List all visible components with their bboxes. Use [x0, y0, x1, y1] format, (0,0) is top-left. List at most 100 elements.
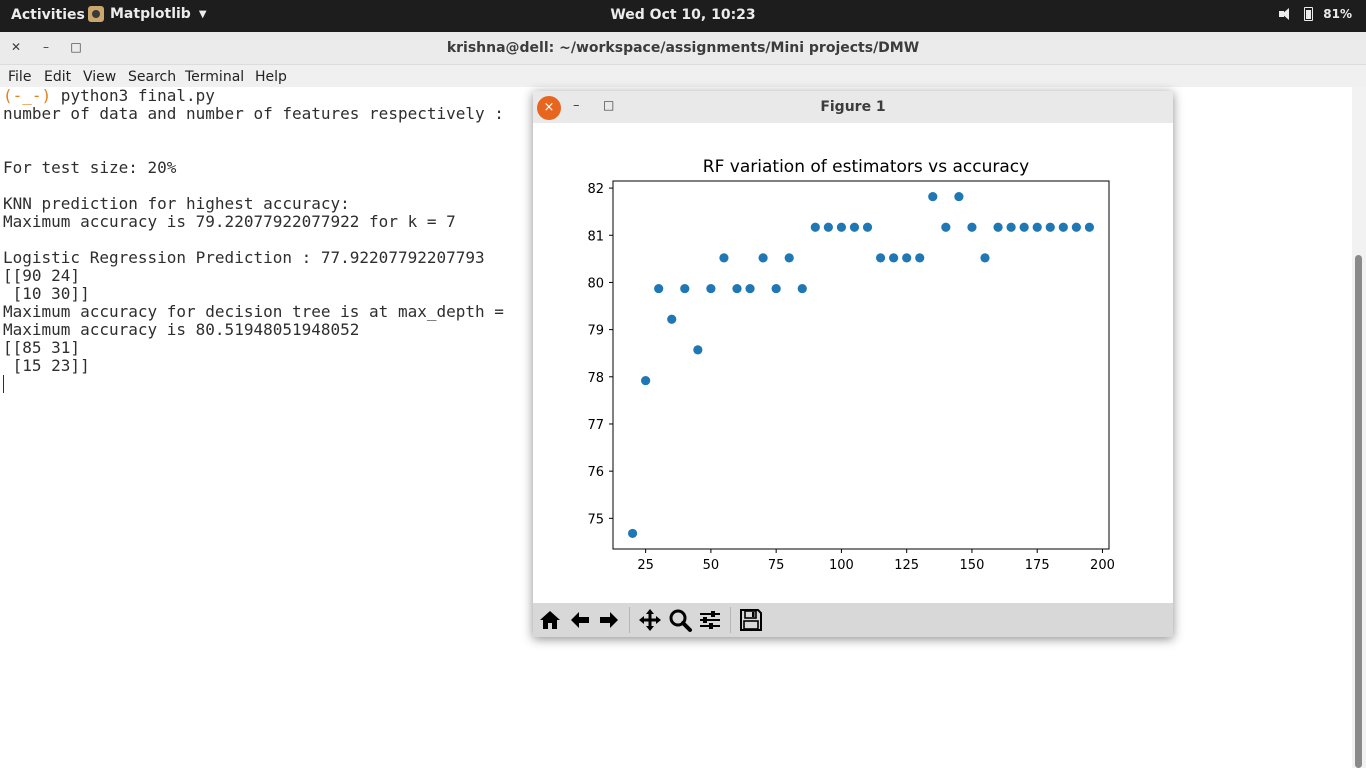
pan-icon[interactable] [637, 607, 663, 633]
data-point [954, 191, 964, 202]
terminal-menubar: File Edit View Search Terminal Help [0, 65, 1366, 87]
top-bar: Activities Matplotlib ▼ Wed Oct 10, 10:2… [0, 0, 1366, 32]
shell-prompt: (-_-) [3, 86, 52, 105]
battery-percentage: 81% [1323, 7, 1352, 21]
output-line: [[90 24] [3, 266, 81, 285]
x-tick-label: 200 [1090, 558, 1115, 573]
terminal-title: krishna@dell: ~/workspace/assignments/Mi… [446, 40, 920, 56]
data-point [1045, 222, 1055, 232]
terminal-text: (-_-) python3 final.py number of data an… [3, 87, 504, 393]
forward-icon[interactable] [596, 607, 622, 633]
output-line: For test size: 20% [3, 158, 177, 177]
battery-icon [1304, 7, 1314, 21]
terminal-scrollbar[interactable] [1352, 87, 1366, 768]
data-point [810, 222, 820, 232]
data-point [889, 253, 899, 263]
data-point [823, 222, 833, 232]
menu-edit[interactable]: Edit [44, 69, 72, 85]
y-tick-label: 75 [587, 512, 604, 527]
data-point [875, 253, 886, 263]
output-line: Maximum accuracy for decision tree is at… [3, 302, 504, 321]
terminal-minimize-button[interactable]: – [43, 40, 49, 54]
x-tick-label: 50 [703, 558, 720, 573]
data-point [719, 253, 729, 263]
y-tick-label: 78 [587, 371, 604, 386]
output-line: number of data and number of features re… [3, 104, 504, 123]
output-line: KNN prediction for highest accuracy: [3, 194, 350, 213]
y-tick-label: 81 [587, 229, 604, 244]
data-point [1084, 222, 1095, 232]
output-line: Logistic Regression Prediction : 77.9220… [3, 248, 485, 267]
data-point [667, 314, 677, 324]
menu-terminal[interactable]: Terminal [185, 69, 245, 85]
data-point [902, 253, 912, 263]
data-point [967, 222, 977, 232]
data-point [849, 222, 860, 232]
output-line: Maximum accuracy is 80.51948051948052 [3, 320, 360, 339]
save-icon[interactable] [738, 607, 764, 633]
menu-view[interactable]: View [83, 69, 117, 85]
output-line: [15 23]] [3, 356, 90, 375]
data-point [641, 375, 651, 386]
figure-toolbar [533, 603, 1173, 637]
data-point [915, 253, 925, 263]
figure-titlebar[interactable]: × – □ Figure 1 [533, 91, 1173, 124]
menu-search[interactable]: Search [128, 69, 177, 85]
toolbar-separator [730, 607, 731, 633]
home-icon[interactable] [537, 607, 563, 633]
data-point [758, 253, 768, 263]
output-line: [10 30]] [3, 284, 90, 303]
data-point [1019, 222, 1029, 232]
x-tick-label: 25 [637, 558, 654, 573]
scatter-chart: RF variation of estimators vs accuracy 2… [587, 157, 1115, 573]
output-line: [[85 31] [3, 338, 81, 357]
data-point [627, 528, 638, 539]
data-point [941, 222, 951, 232]
data-point [980, 253, 990, 263]
data-point [771, 283, 781, 294]
terminal-maximize-button[interactable]: □ [70, 40, 82, 54]
figure-minimize-button[interactable]: – [573, 98, 580, 113]
data-point [680, 283, 690, 294]
system-tray[interactable]: 81% [1278, 7, 1352, 21]
x-tick-label: 125 [894, 558, 919, 573]
figure-window: × – □ Figure 1 RF variation of estimator… [533, 91, 1173, 637]
data-point [1006, 222, 1016, 232]
app-menu[interactable]: Matplotlib ▼ [88, 6, 207, 22]
terminal-close-button[interactable]: ✕ [10, 40, 22, 54]
data-point [1071, 222, 1081, 232]
y-tick-label: 80 [587, 276, 604, 291]
activities-button[interactable]: Activities [11, 7, 85, 23]
data-point [745, 283, 755, 294]
x-tick-label: 175 [1025, 558, 1050, 573]
y-tick-label: 76 [587, 465, 604, 480]
scrollbar-thumb[interactable] [1355, 255, 1362, 768]
data-point [784, 253, 794, 263]
terminal-titlebar: ✕ – □ krishna@dell: ~/workspace/assignme… [0, 32, 1366, 65]
back-icon[interactable] [567, 607, 593, 633]
x-axis: 25 50 75 100 125 150 175 200 [637, 549, 1115, 573]
y-tick-label: 79 [587, 324, 604, 339]
x-tick-label: 75 [768, 558, 785, 573]
figure-title: Figure 1 [820, 99, 886, 115]
data-points [627, 191, 1095, 539]
volume-muted-icon [1278, 7, 1294, 21]
matplotlib-icon [88, 6, 104, 22]
x-tick-label: 150 [960, 558, 985, 573]
data-point [797, 283, 807, 294]
data-point [1032, 222, 1042, 232]
y-tick-label: 77 [587, 418, 604, 433]
axes-frame [612, 180, 1110, 550]
figure-close-button[interactable]: × [537, 96, 561, 120]
subplots-icon[interactable] [697, 607, 723, 633]
figure-maximize-button[interactable]: □ [603, 98, 615, 112]
x-tick-label: 100 [829, 558, 854, 573]
output-line: Maximum accuracy is 79.22077922077922 fo… [3, 212, 456, 231]
menu-help[interactable]: Help [255, 69, 287, 85]
menu-file[interactable]: File [8, 69, 32, 85]
toolbar-separator [629, 607, 630, 633]
zoom-icon[interactable] [667, 607, 693, 633]
plot-canvas[interactable]: RF variation of estimators vs accuracy 2… [533, 123, 1173, 603]
data-point [1058, 222, 1068, 232]
data-point [706, 283, 716, 294]
